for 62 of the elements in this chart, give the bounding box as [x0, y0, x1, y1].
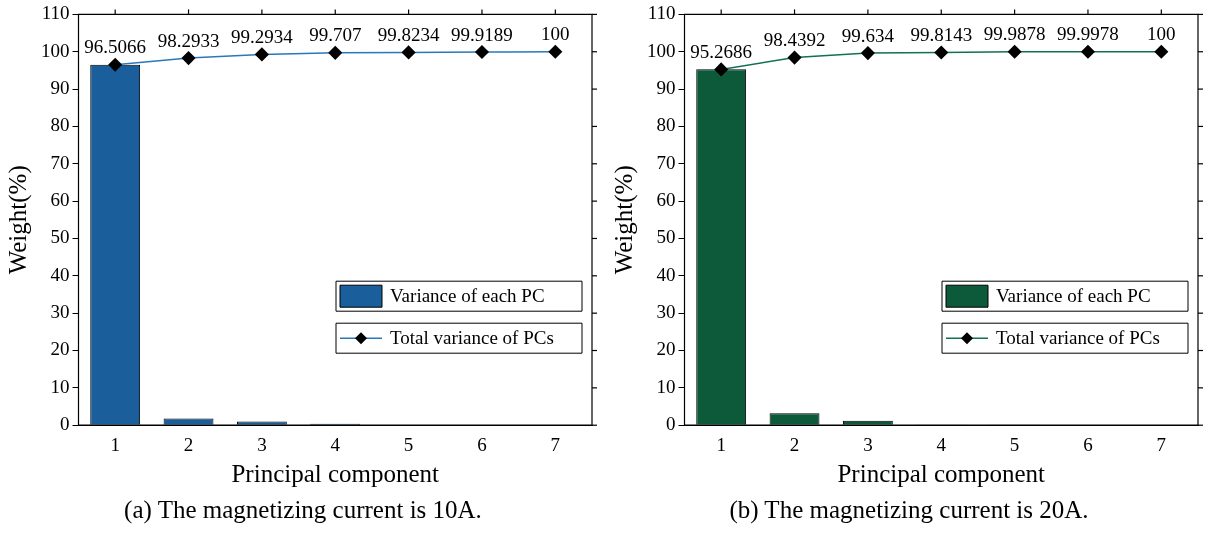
y-tick-label: 20 — [50, 338, 70, 360]
data-label: 98.4392 — [763, 29, 826, 51]
text: (a) The magnetizing current is 10A. — [123, 496, 483, 524]
legend-label: Total variance of PCs — [996, 327, 1160, 349]
x-tick-label: 3 — [863, 433, 873, 455]
legend-label: Total variance of PCs — [390, 327, 554, 349]
y-tick-label: 80 — [50, 114, 70, 136]
x-tick-label: 2 — [183, 433, 194, 455]
y-tick-label: 40 — [656, 263, 676, 285]
y-tick-label: 0 — [666, 413, 676, 435]
x-tick-label: 6 — [1083, 433, 1093, 455]
y-tick-label: 60 — [656, 189, 676, 211]
x-tick-label: 7 — [1156, 433, 1167, 455]
x-tick-label: 1 — [716, 433, 726, 455]
x-axis-title: Principal component — [231, 459, 440, 487]
x-tick-label: 6 — [477, 433, 487, 455]
data-label: 99.9878 — [983, 23, 1046, 45]
y-tick-label: 90 — [50, 77, 70, 99]
y-tick-label: 10 — [50, 375, 70, 397]
data-label: 99.2934 — [231, 25, 294, 47]
x-tick-label: 5 — [403, 433, 414, 455]
x-axis-title: Principal component — [837, 459, 1046, 487]
legend-label: Variance of each PC — [390, 285, 545, 307]
x-tick-label: 4 — [330, 433, 341, 455]
y-tick-label: 50 — [656, 226, 676, 248]
y-tick-label: 40 — [50, 263, 70, 285]
legend-label: Variance of each PC — [996, 285, 1151, 307]
y-tick-label: 70 — [656, 151, 676, 173]
data-label: 100 — [541, 23, 570, 45]
y-tick-label: 70 — [50, 151, 70, 173]
data-label: 98.2933 — [157, 29, 220, 51]
x-tick-label: 4 — [936, 433, 947, 455]
data-label: 99.8234 — [377, 23, 440, 45]
x-tick-label: 5 — [1009, 433, 1020, 455]
y-tick-label: 110 — [647, 2, 676, 24]
x-tick-label: 7 — [550, 433, 561, 455]
y-tick-label: 100 — [647, 39, 676, 61]
y-tick-label: 10 — [656, 375, 676, 397]
y-axis-title: Weight(%) — [609, 165, 638, 275]
y-tick-label: 110 — [41, 2, 70, 24]
y-axis-title: Weight(%) — [3, 165, 32, 275]
x-tick-label: 1 — [110, 433, 120, 455]
y-tick-label: 30 — [50, 301, 70, 323]
data-label: 99.634 — [841, 24, 895, 46]
data-label: 100 — [1147, 23, 1176, 45]
y-tick-label: 80 — [656, 114, 676, 136]
data-label: 99.707 — [309, 24, 362, 46]
data-label: 95.2686 — [690, 40, 753, 62]
y-tick-label: 50 — [50, 226, 70, 248]
y-tick-label: 0 — [60, 413, 70, 435]
text: (b) The magnetizing current is 20A. — [728, 496, 1090, 524]
data-label: 96.5066 — [84, 36, 147, 58]
y-tick-label: 90 — [656, 77, 676, 99]
x-tick-label: 2 — [789, 433, 800, 455]
y-tick-label: 100 — [41, 39, 70, 61]
data-label: 99.9978 — [1057, 23, 1119, 45]
data-label: 99.9189 — [451, 23, 513, 45]
y-tick-label: 60 — [50, 189, 70, 211]
y-tick-label: 20 — [656, 338, 676, 360]
y-tick-label: 30 — [656, 301, 676, 323]
x-tick-label: 3 — [257, 433, 267, 455]
data-label: 99.8143 — [910, 23, 973, 45]
